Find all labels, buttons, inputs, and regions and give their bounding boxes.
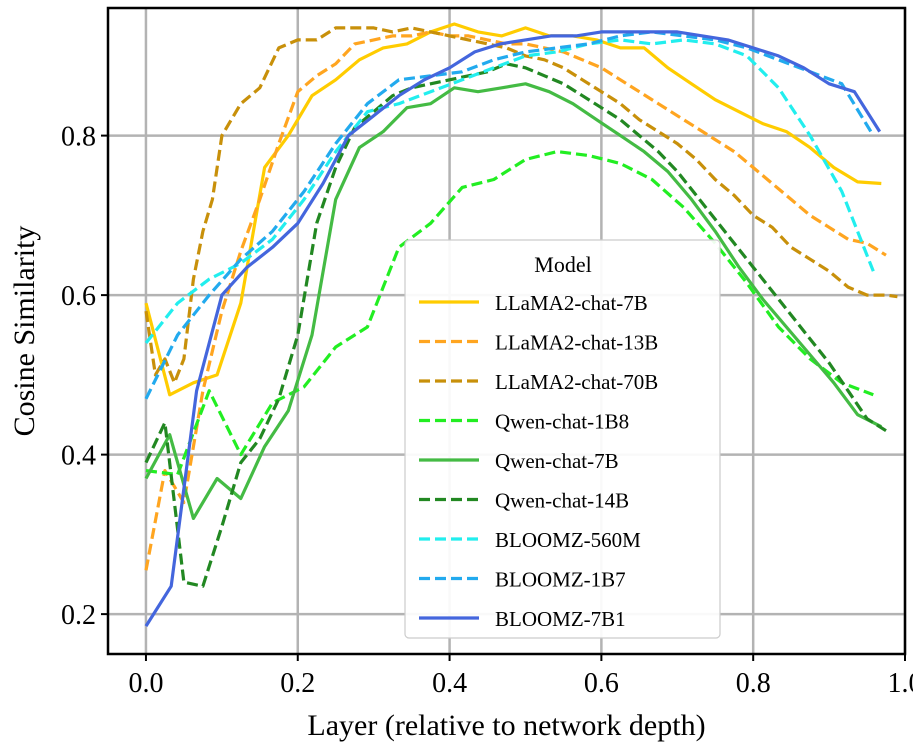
x-tick-label: 0.0 <box>128 668 163 699</box>
series-line-7 <box>144 30 875 400</box>
legend-entry-4: Qwen-chat-7B <box>495 449 619 473</box>
legend-entry-3: Qwen-chat-1B8 <box>495 410 629 434</box>
legend-entry-5: Qwen-chat-14B <box>495 489 629 513</box>
series-line-8 <box>144 30 882 627</box>
legend-entry-2: LLaMA2-chat-70B <box>495 370 658 394</box>
legend-entry-6: BLOOMZ-560M <box>495 528 641 552</box>
series-line-1 <box>144 30 887 571</box>
legend-entry-8: BLOOMZ-7B1 <box>495 607 626 631</box>
y-tick-label: 0.6 <box>61 281 96 312</box>
legend-entry-0: LLaMA2-chat-7B <box>495 291 648 315</box>
y-tick-label: 0.4 <box>61 441 96 472</box>
series-line-5 <box>144 62 887 588</box>
y-tick-label: 0.2 <box>61 600 96 631</box>
series-lines <box>144 22 898 627</box>
legend-entry-7: BLOOMZ-1B7 <box>495 568 626 592</box>
legend-entry-1: LLaMA2-chat-13B <box>495 331 658 355</box>
legend-box <box>404 239 721 639</box>
series-line-2 <box>144 26 898 385</box>
x-axis-label: Layer (relative to network depth) <box>307 709 705 742</box>
y-tick-label: 0.8 <box>61 122 96 153</box>
axis-ticks: 0.0 0.2 0.4 0.6 0.8 1.0 0.2 0.4 0.6 0.8 <box>61 122 913 699</box>
legend: Model LLaMA2-chat-7B LLaMA2-chat-13B LLaMA… <box>404 239 721 639</box>
series-line-0 <box>144 22 882 397</box>
x-tick-label: 1.0 <box>888 668 913 699</box>
x-tick-label: 0.6 <box>584 668 619 699</box>
x-tick-label: 0.2 <box>280 668 315 699</box>
legend-title: Model <box>534 252 591 277</box>
series-line-4 <box>144 82 883 521</box>
y-axis-label: Cosine Similarity <box>8 226 41 437</box>
series-line-3 <box>145 150 874 477</box>
series-line-6 <box>144 38 875 344</box>
x-tick-label: 0.8 <box>736 668 771 699</box>
x-tick-label: 0.4 <box>432 668 467 699</box>
plot-frame <box>106 6 907 656</box>
